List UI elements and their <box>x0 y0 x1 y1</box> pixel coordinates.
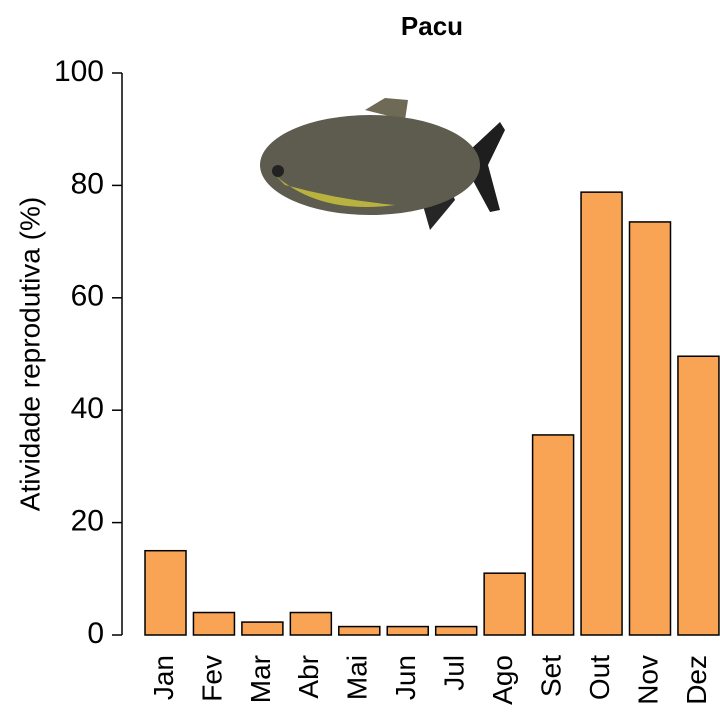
bar <box>483 572 526 636</box>
bar <box>289 611 333 636</box>
y-tick-label: 60 <box>71 280 104 313</box>
bar <box>434 625 478 636</box>
x-tick-label: Abr <box>293 655 324 699</box>
fish-illustration <box>260 98 505 230</box>
chart-title: Pacu <box>401 11 463 41</box>
bar <box>628 221 672 636</box>
bar <box>241 621 284 636</box>
x-tick-label: Mai <box>342 655 373 700</box>
bar <box>144 549 187 636</box>
x-tick-label: Dez <box>681 655 712 705</box>
bar <box>580 191 623 636</box>
bar <box>531 434 575 636</box>
bar <box>677 355 720 636</box>
y-tick-label: 100 <box>54 55 104 88</box>
bar <box>386 625 429 636</box>
x-tick-label: Fev <box>196 655 227 702</box>
y-tick-label: 40 <box>71 392 104 425</box>
x-tick-label: Nov <box>632 655 663 705</box>
bar <box>338 625 381 636</box>
y-tick-label: 20 <box>71 505 104 538</box>
y-tick-label: 0 <box>87 617 104 650</box>
x-tick-label: Mar <box>245 655 276 703</box>
x-tick-label: Out <box>584 655 615 700</box>
x-tick-label: Jan <box>148 655 179 700</box>
y-axis-label: Atividade reprodutiva (%) <box>14 197 45 511</box>
x-tick-label: Jun <box>390 655 421 700</box>
x-tick-label: Jul <box>439 655 470 691</box>
x-tick-label: Set <box>535 655 566 697</box>
x-tick-label: Ago <box>487 655 518 705</box>
bar <box>192 611 236 636</box>
y-tick-label: 80 <box>71 167 104 200</box>
